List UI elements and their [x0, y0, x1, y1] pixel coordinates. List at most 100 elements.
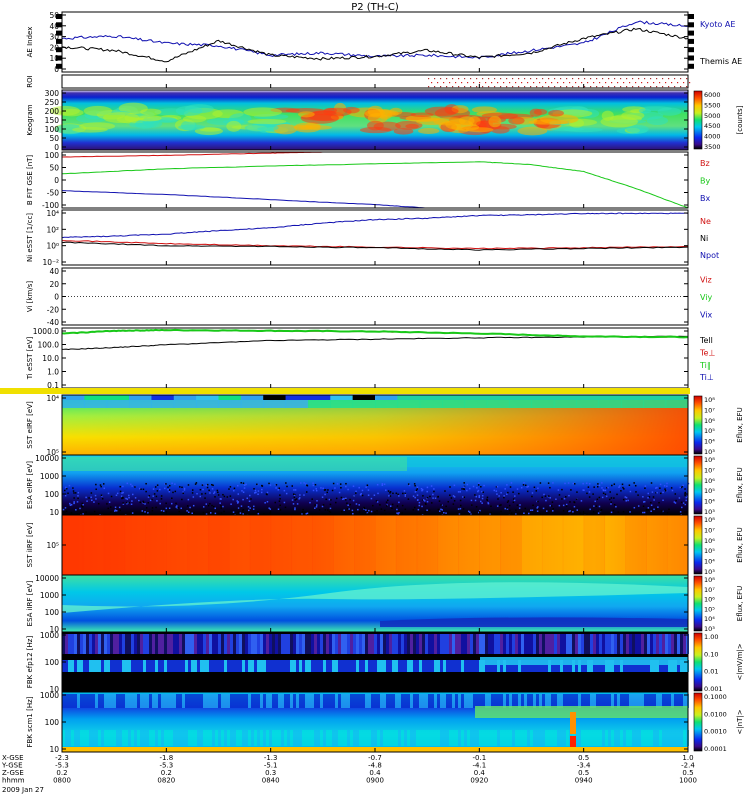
- fbk-b-col: [161, 730, 164, 746]
- esa-e-speck: [657, 506, 659, 508]
- fbk-e-col: [323, 634, 326, 654]
- esa-e-speck: [119, 485, 121, 488]
- fbk-e-col: [521, 660, 524, 672]
- esa-e-speck: [622, 486, 624, 489]
- fbk-e-col: [107, 660, 110, 672]
- fbk-b-col: [191, 694, 194, 708]
- esa-e-speck: [329, 511, 332, 514]
- fbk-b-col: [257, 730, 260, 746]
- esa-e-speck: [518, 507, 521, 509]
- esa-e-speck: [257, 512, 260, 515]
- fbk-e-col: [80, 634, 83, 654]
- fbk-e-col: [245, 634, 248, 654]
- fbk-b-col: [83, 730, 86, 746]
- fbk-e-col: [575, 634, 578, 654]
- fbk-b-col: [77, 730, 80, 746]
- fbk-b-col: [368, 694, 371, 708]
- roi-dot: [680, 78, 682, 80]
- fbk-b-col: [491, 694, 494, 708]
- colorbar-label: <|mV/m|>: [736, 643, 744, 680]
- fbk-b-col: [638, 694, 641, 708]
- fbk-e-col: [542, 634, 545, 654]
- esa-e-speck: [602, 492, 605, 495]
- fbk-b-col: [107, 694, 110, 708]
- esa-e-speck: [164, 487, 166, 490]
- fbk-b-col: [674, 730, 677, 746]
- series-line-themisae: [61, 27, 689, 63]
- esa-e-speck: [167, 486, 169, 488]
- fbk-e-col: [176, 660, 179, 672]
- fbk-b-col: [596, 730, 599, 746]
- fbk-b-col: [485, 730, 488, 746]
- fbk-e-col: [647, 660, 650, 672]
- esa-e-speck: [218, 513, 220, 515]
- colorbar-tick: 5000: [704, 112, 721, 120]
- esa-e-speck: [291, 485, 294, 487]
- fbk-e-col: [236, 634, 239, 654]
- esa-e-speck: [205, 484, 208, 487]
- esa-e-speck: [572, 511, 574, 513]
- fbk-e-col: [557, 634, 560, 654]
- esa-e-speck: [463, 482, 465, 484]
- fbk-b-col: [509, 730, 512, 746]
- esa-e-speck: [86, 500, 88, 502]
- esa-e-speck: [380, 508, 383, 510]
- fbk-e-col: [239, 634, 242, 654]
- esa-e-speck: [432, 493, 434, 496]
- fbk-b-col: [680, 730, 683, 746]
- fbk-e-col: [599, 634, 602, 654]
- fbk-b-col: [542, 694, 545, 708]
- fbk-b-col: [539, 694, 542, 708]
- esa-e-speck: [425, 503, 427, 506]
- esa-e-speck: [312, 482, 314, 484]
- legend-ni: Ni: [700, 234, 708, 243]
- fbk-e-col: [191, 634, 194, 654]
- esa-e-speck: [643, 511, 646, 514]
- fbk-b-col: [80, 694, 83, 708]
- fbk-b-col: [344, 730, 347, 746]
- fbk-e-col: [575, 660, 578, 672]
- fbk-e-col: [320, 660, 323, 672]
- fbk-b-col: [197, 730, 200, 746]
- esa-e-speck: [470, 499, 473, 502]
- esa-e-speck: [128, 496, 130, 499]
- fbk-e-col: [521, 634, 524, 654]
- fbk-e-col: [443, 634, 446, 654]
- fbk-e-col: [608, 634, 611, 654]
- esa-e-speck: [594, 500, 596, 503]
- fbk-e-col: [317, 634, 320, 654]
- esa-e-speck: [91, 499, 93, 502]
- esa-e-speck: [196, 492, 198, 495]
- sst-e-cell: [620, 395, 644, 400]
- esa-e-speck: [174, 483, 176, 485]
- colorbar-tick: 10⁷: [704, 466, 715, 474]
- y-tick-label: 10⁵: [46, 541, 59, 550]
- esa-e-speck: [438, 500, 441, 502]
- fbk-b-col: [167, 694, 170, 708]
- esa-e-speck: [352, 499, 355, 502]
- fbk-e-col: [110, 634, 113, 654]
- keogram-blob: [178, 124, 205, 131]
- esa-e-speck: [600, 510, 602, 512]
- fbk-b-col: [296, 730, 299, 746]
- fbk-e-col: [440, 660, 443, 672]
- y-tick-label: -40: [47, 318, 59, 327]
- esa-e-speck: [145, 490, 147, 493]
- esa-e-speck: [207, 504, 210, 507]
- esa-e-speck: [408, 484, 411, 487]
- fbk-b-col: [503, 730, 506, 746]
- fbk-b-col: [392, 730, 395, 746]
- fbk-b-col: [329, 730, 332, 746]
- esa-e-speck: [404, 508, 407, 511]
- fbk-e-col: [638, 634, 641, 654]
- colorbar-tick: 10⁵: [704, 427, 715, 435]
- y-tick-label: 1000: [40, 691, 59, 700]
- esa-e-speck: [72, 487, 74, 489]
- esa-e-speck: [153, 493, 156, 495]
- esa-e-speck: [426, 490, 428, 493]
- fbk-e-col: [209, 660, 212, 672]
- esa-e-speck: [426, 497, 429, 499]
- fbk-e-col: [290, 634, 293, 654]
- fbk-b-col: [629, 694, 632, 708]
- y-tick-label: 10⁻²: [42, 258, 59, 267]
